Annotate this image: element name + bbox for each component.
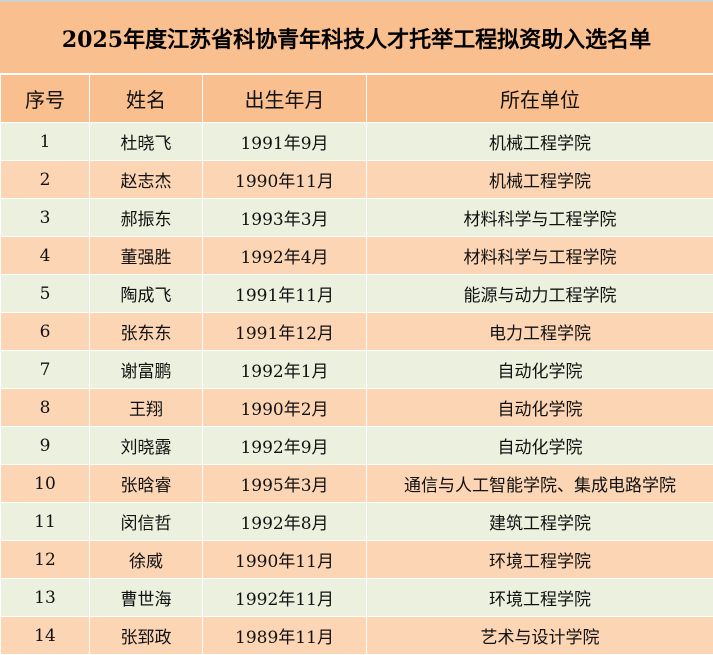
col-unit-cell: 材料科学与工程学院 [367, 237, 713, 275]
col-unit-cell: 能源与动力工程学院 [367, 275, 713, 313]
col-unit-cell: 机械工程学院 [367, 161, 713, 199]
col-unit-cell: 通信与人工智能学院、集成电路学院 [367, 465, 713, 503]
header-col-index: 序号 [1, 75, 90, 123]
col-birth-cell: 1992年9月 [203, 427, 367, 465]
col-index-cell: 10 [1, 465, 90, 503]
col-unit-cell: 自动化学院 [367, 389, 713, 427]
col-unit-cell: 电力工程学院 [367, 313, 713, 351]
col-index-cell: 7 [1, 351, 90, 389]
col-name-cell: 董强胜 [90, 237, 203, 275]
col-name-cell: 张郅政 [90, 617, 203, 655]
col-birth-cell: 1992年4月 [203, 237, 367, 275]
col-index-cell: 14 [1, 617, 90, 655]
col-name-cell: 郝振东 [90, 199, 203, 237]
col-index-cell: 12 [1, 541, 90, 579]
col-birth-cell: 1990年11月 [203, 541, 367, 579]
col-index-cell: 13 [1, 579, 90, 617]
col-birth-cell: 1995年3月 [203, 465, 367, 503]
col-name-cell: 曹世海 [90, 579, 203, 617]
col-name-cell: 闵信哲 [90, 503, 203, 541]
col-name-cell: 张东东 [90, 313, 203, 351]
col-birth-cell: 1991年11月 [203, 275, 367, 313]
col-index-cell: 1 [1, 123, 90, 161]
col-name-cell: 谢富鹏 [90, 351, 203, 389]
col-unit-cell: 自动化学院 [367, 427, 713, 465]
header-col-name: 姓名 [90, 75, 203, 123]
col-birth-cell: 1991年12月 [203, 313, 367, 351]
col-index-cell: 2 [1, 161, 90, 199]
col-index-cell: 8 [1, 389, 90, 427]
col-birth-cell: 1992年8月 [203, 503, 367, 541]
col-unit-cell: 环境工程学院 [367, 541, 713, 579]
col-birth-cell: 1991年9月 [203, 123, 367, 161]
col-name-cell: 张晗睿 [90, 465, 203, 503]
col-index-cell: 9 [1, 427, 90, 465]
col-name-cell: 赵志杰 [90, 161, 203, 199]
col-name-cell: 王翔 [90, 389, 203, 427]
col-birth-cell: 1992年11月 [203, 579, 367, 617]
col-index-cell: 3 [1, 199, 90, 237]
col-birth-cell: 1993年3月 [203, 199, 367, 237]
col-index-cell: 4 [1, 237, 90, 275]
col-unit-cell: 自动化学院 [367, 351, 713, 389]
header-col-unit: 所在单位 [367, 75, 713, 123]
table-title: 2025年度江苏省科协青年科技人才托举工程拟资助入选名单 [0, 0, 713, 74]
col-birth-cell: 1990年2月 [203, 389, 367, 427]
col-name-cell: 陶成飞 [90, 275, 203, 313]
header-col-birth: 出生年月 [203, 75, 367, 123]
col-index-cell: 5 [1, 275, 90, 313]
col-name-cell: 徐威 [90, 541, 203, 579]
col-birth-cell: 1992年1月 [203, 351, 367, 389]
col-unit-cell: 环境工程学院 [367, 579, 713, 617]
header-row: 序号姓名出生年月所在单位 [1, 75, 713, 123]
col-unit-cell: 艺术与设计学院 [367, 617, 713, 655]
col-index-cell: 11 [1, 503, 90, 541]
col-index-cell: 6 [1, 313, 90, 351]
col-unit-cell: 机械工程学院 [367, 123, 713, 161]
col-name-cell: 刘晓露 [90, 427, 203, 465]
col-unit-cell: 材料科学与工程学院 [367, 199, 713, 237]
col-birth-cell: 1989年11月 [203, 617, 367, 655]
col-unit-cell: 建筑工程学院 [367, 503, 713, 541]
col-name-cell: 杜晓飞 [90, 123, 203, 161]
col-birth-cell: 1990年11月 [203, 161, 367, 199]
